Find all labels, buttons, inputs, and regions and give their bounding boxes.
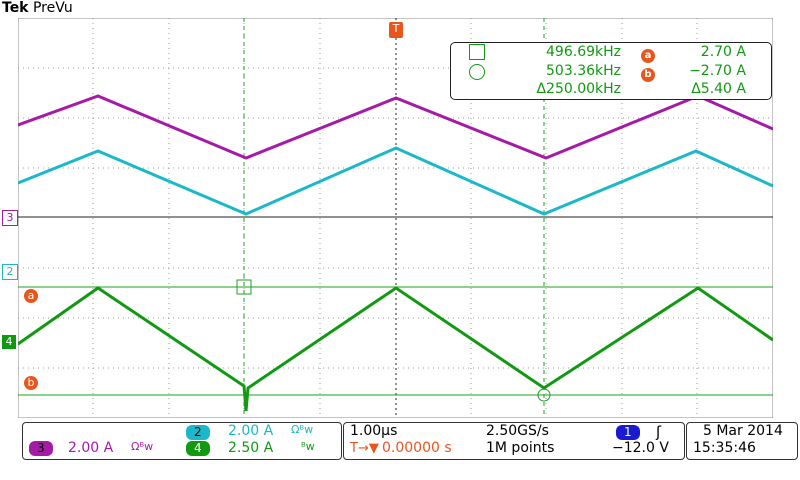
mode-label: PreVu <box>32 0 73 16</box>
ch4-waveform <box>18 286 773 412</box>
ch4-badge[interactable]: 4 <box>186 441 210 456</box>
ch2-waveform <box>18 146 773 216</box>
cursor-b-badge: b <box>641 68 655 82</box>
time-label: 15:35:46 <box>693 440 756 456</box>
ch2-level-marker[interactable]: 2 <box>2 264 18 280</box>
cursor-b-label-marker[interactable]: b <box>24 376 38 390</box>
trigger-position-marker[interactable]: T <box>389 22 403 38</box>
cursor-b-circle-icon <box>469 64 485 80</box>
cursor-b-frequency: 503.36kHz <box>546 63 621 79</box>
ch2-badge[interactable]: 2 <box>186 425 210 440</box>
ch4-scale: 2.50 A <box>228 440 274 456</box>
ch2-coupling: Ωᴮᴡ <box>291 423 314 436</box>
ch3-level-marker[interactable]: 3 <box>2 210 18 226</box>
cursor-a-value: 2.70 A <box>700 44 746 60</box>
sample-rate: 2.50GS/s <box>486 423 549 439</box>
ch3-coupling: Ωᴮᴡ <box>131 440 154 453</box>
ch4-level-marker[interactable]: 4 <box>2 335 16 349</box>
brand-label: Tek PreVu <box>2 0 73 16</box>
trigger-level: −12.0 V <box>612 440 669 456</box>
cursor-a-square-icon <box>469 44 485 60</box>
date-label: 5 Mar 2014 <box>703 423 783 439</box>
brand-logo: Tek <box>2 0 29 16</box>
trigger-delay-icon: T→▼ <box>350 441 379 456</box>
cursor-a-frequency: 496.69kHz <box>546 44 621 60</box>
trigger-slope-icon: ʃ <box>656 423 662 441</box>
cursor-a-badge: a <box>641 49 655 63</box>
ch3-scale: 2.00 A <box>68 440 114 456</box>
timebase-scale: 1.00µs <box>350 423 398 439</box>
trigger-source-badge[interactable]: 1 <box>616 425 640 440</box>
ch2-scale: 2.00 A <box>228 423 274 439</box>
cursor-delta-frequency: Δ250.00kHz <box>536 81 621 97</box>
cursor-b-value: −2.70 A <box>689 63 746 79</box>
timebase-trigger-box[interactable]: 1.00µs 2.50GS/s T→▼ 0.00000 s 1M points … <box>343 422 685 460</box>
ch4-coupling: ᴮᴡ <box>301 440 315 453</box>
cursor-a-square-marker[interactable] <box>236 279 252 295</box>
cursor-delta-value: Δ5.40 A <box>691 81 746 97</box>
record-length: 1M points <box>486 440 555 456</box>
cursor-a-label-marker[interactable]: a <box>24 289 38 303</box>
datetime-box: 5 Mar 2014 15:35:46 <box>686 422 798 460</box>
cursor-readout-panel: 496.69kHz a 2.70 A 503.36kHz b −2.70 A Δ… <box>450 42 772 100</box>
horizontal-delay: 0.00000 s <box>382 440 452 456</box>
top-bar: Tek PreVu <box>0 0 800 18</box>
ch3-badge[interactable]: 3 <box>29 441 53 456</box>
channel-settings-box[interactable]: 2 2.00 A Ωᴮᴡ 3 2.00 A Ωᴮᴡ 4 2.50 A ᴮᴡ <box>22 422 342 460</box>
